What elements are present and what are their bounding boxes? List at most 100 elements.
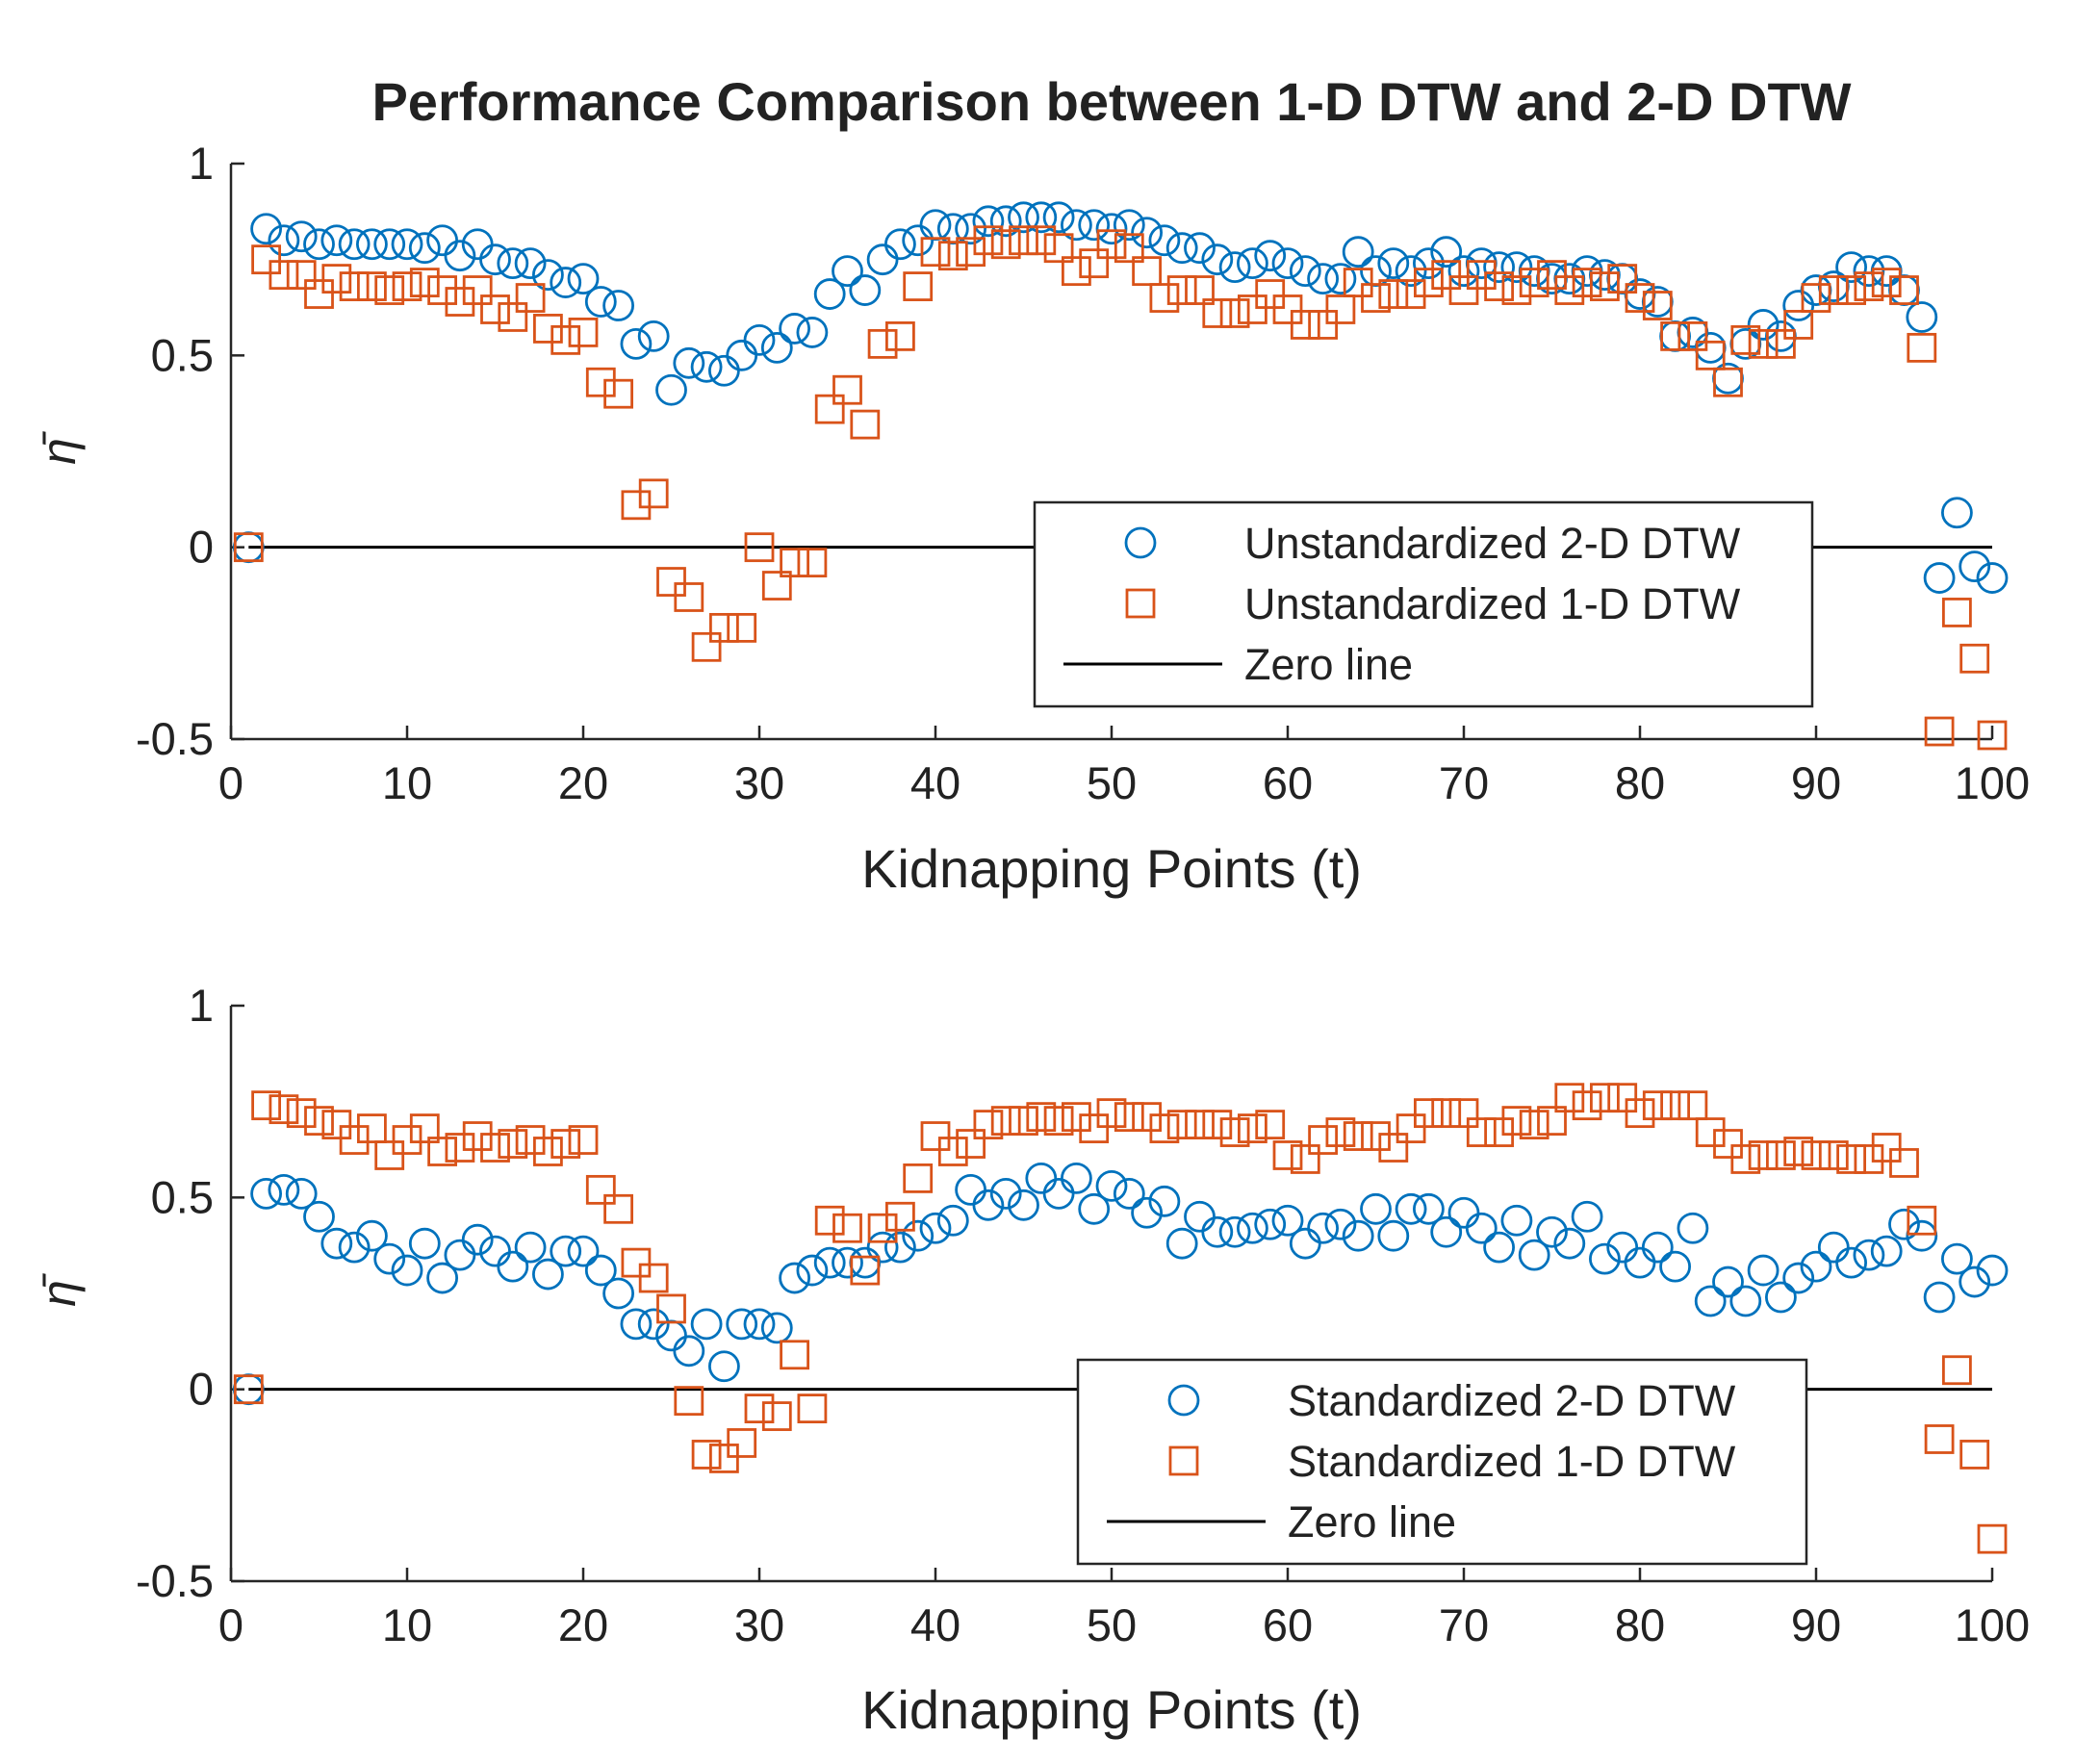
data-point bbox=[1906, 301, 1938, 333]
data-point bbox=[1959, 550, 1991, 582]
data-point bbox=[1519, 1110, 1549, 1139]
data-point bbox=[1783, 1137, 1814, 1166]
data-point bbox=[567, 263, 600, 295]
data-point bbox=[408, 232, 441, 265]
data-point bbox=[1695, 1117, 1726, 1147]
data-point bbox=[1536, 1215, 1568, 1248]
data-point bbox=[1290, 1144, 1320, 1174]
data-point bbox=[1712, 1265, 1744, 1298]
data-point bbox=[1166, 275, 1197, 305]
data-point bbox=[373, 1242, 406, 1275]
data-point bbox=[1395, 255, 1427, 288]
data-point bbox=[920, 1121, 951, 1151]
data-point bbox=[691, 631, 722, 662]
data-point bbox=[1078, 1192, 1111, 1225]
data-point bbox=[497, 1250, 529, 1283]
data-point bbox=[355, 228, 388, 261]
data-point bbox=[1448, 275, 1479, 305]
data-point bbox=[356, 271, 387, 301]
data-point bbox=[1484, 1117, 1514, 1147]
data-point bbox=[727, 612, 757, 643]
data-point bbox=[919, 1212, 952, 1244]
data-point bbox=[250, 213, 283, 245]
data-point bbox=[1765, 1281, 1797, 1314]
data-point bbox=[514, 247, 547, 280]
data-point bbox=[989, 1177, 1022, 1210]
data-point bbox=[760, 1312, 793, 1344]
data-point bbox=[973, 225, 1004, 256]
data-point bbox=[1271, 247, 1304, 280]
data-point bbox=[1888, 1208, 1920, 1240]
data-point bbox=[1342, 1219, 1374, 1252]
data-point bbox=[1977, 1523, 2008, 1554]
data-point bbox=[320, 1227, 353, 1260]
data-point bbox=[304, 1106, 334, 1136]
legend-box bbox=[1033, 500, 1814, 708]
data-point bbox=[1748, 1140, 1779, 1170]
data-point bbox=[445, 287, 475, 317]
data-point bbox=[1853, 255, 1885, 288]
data-point bbox=[567, 1235, 600, 1267]
data-point bbox=[1218, 251, 1251, 284]
data-point bbox=[1801, 1140, 1831, 1170]
data-point bbox=[374, 275, 405, 305]
data-point bbox=[462, 275, 493, 305]
data-point bbox=[1132, 256, 1162, 287]
data-point bbox=[1201, 1215, 1234, 1248]
data-point bbox=[1184, 232, 1216, 265]
data-point bbox=[1413, 1192, 1445, 1225]
x-tick-label: 100 bbox=[1955, 757, 2030, 808]
data-point bbox=[1572, 268, 1602, 297]
data-point bbox=[1149, 283, 1180, 313]
data-point bbox=[1043, 233, 1074, 264]
data-point bbox=[339, 1125, 370, 1155]
data-point bbox=[1148, 1185, 1181, 1217]
data-point bbox=[269, 1094, 299, 1125]
data-point bbox=[338, 1231, 371, 1264]
data-point bbox=[1325, 1117, 1356, 1147]
data-point bbox=[480, 294, 510, 324]
data-point bbox=[973, 1110, 1004, 1139]
data-point bbox=[1641, 1231, 1674, 1264]
data-point bbox=[426, 1262, 459, 1294]
data-point bbox=[867, 1213, 898, 1243]
data-point bbox=[1307, 263, 1339, 295]
legend-label: Zero line bbox=[1244, 640, 1413, 689]
data-point bbox=[1009, 225, 1038, 256]
legend-label: Unstandardized 1-D DTW bbox=[1244, 579, 1741, 628]
data-point bbox=[1607, 264, 1638, 294]
data-point bbox=[1342, 236, 1374, 268]
data-point bbox=[603, 378, 633, 409]
data-point bbox=[1095, 213, 1128, 245]
data-point bbox=[1079, 248, 1110, 279]
legend-label: Unstandardized 2-D DTW bbox=[1244, 519, 1741, 568]
x-tick-label: 40 bbox=[910, 1599, 960, 1650]
data-point bbox=[408, 1227, 441, 1260]
data-point bbox=[936, 1204, 969, 1237]
data-point bbox=[1062, 256, 1091, 287]
data-point bbox=[498, 1129, 528, 1159]
y-tick-label: 1 bbox=[189, 980, 214, 1031]
data-point bbox=[814, 1205, 845, 1236]
data-point bbox=[1501, 1106, 1532, 1136]
data-point bbox=[937, 1137, 968, 1166]
data-point bbox=[674, 582, 704, 612]
data-point bbox=[1854, 271, 1884, 301]
data-point bbox=[674, 1386, 704, 1417]
data-point bbox=[1025, 201, 1058, 234]
data-point bbox=[1660, 1090, 1690, 1121]
data-point bbox=[1766, 1140, 1796, 1170]
data-point bbox=[409, 268, 440, 297]
x-tick-label: 50 bbox=[1087, 1599, 1137, 1650]
data-point bbox=[1889, 275, 1919, 305]
data-point bbox=[1413, 247, 1445, 280]
data-point bbox=[1430, 236, 1463, 268]
data-point bbox=[1095, 1169, 1128, 1202]
data-point bbox=[373, 228, 406, 261]
data-point bbox=[427, 275, 458, 305]
data-point bbox=[1308, 310, 1338, 340]
data-point bbox=[568, 1125, 599, 1155]
data-point bbox=[1677, 1212, 1709, 1244]
data-point bbox=[303, 228, 335, 261]
data-point bbox=[1132, 1102, 1162, 1133]
